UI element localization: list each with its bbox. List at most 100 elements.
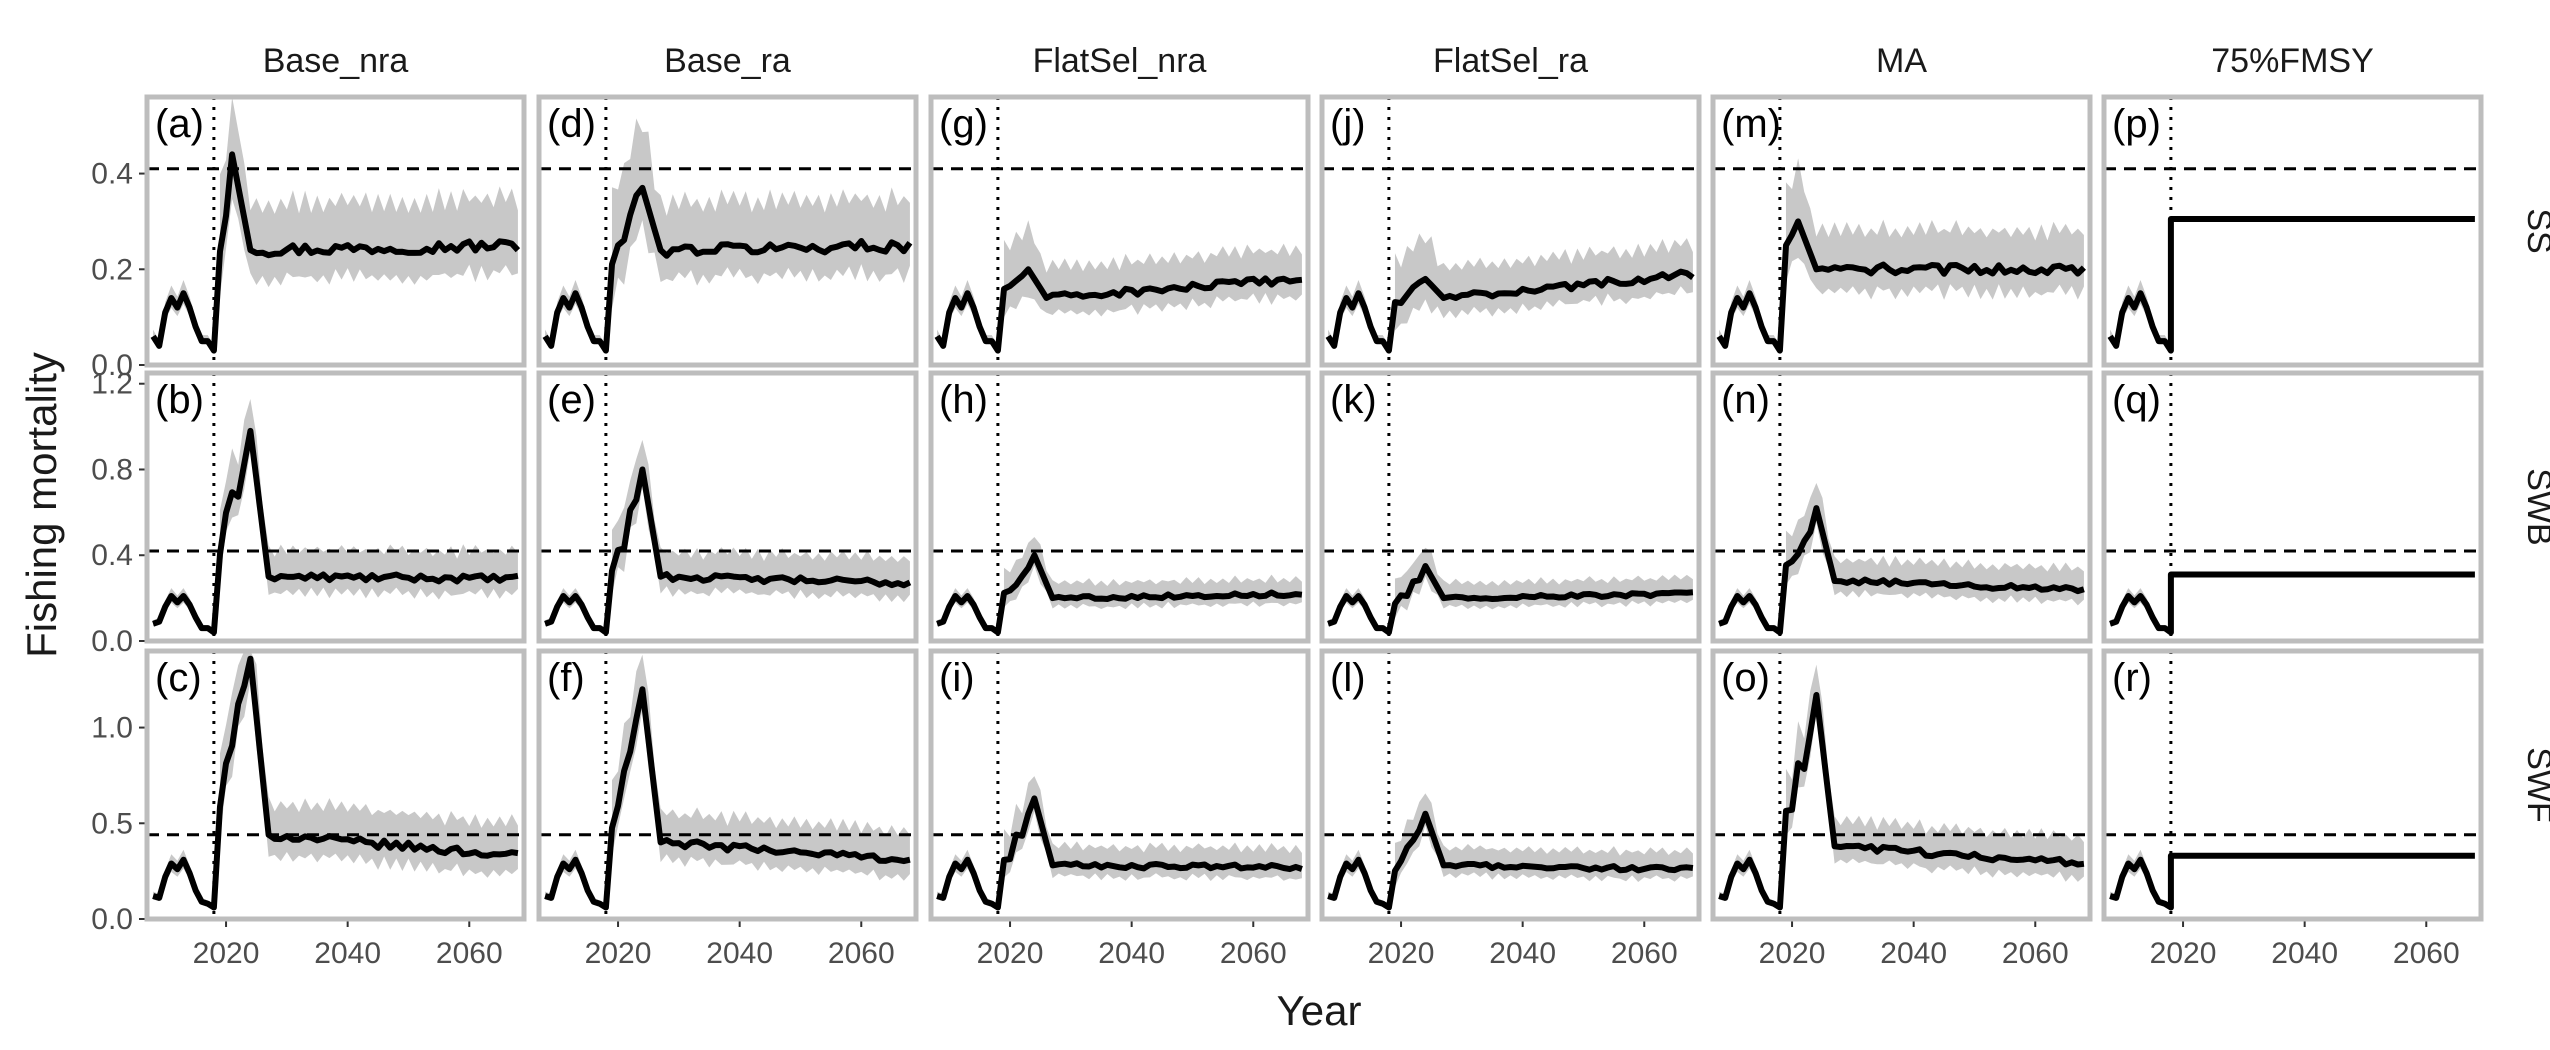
panel-label: (d) [547, 102, 596, 146]
panel: (q) [2101, 370, 2484, 644]
panel-label: (n) [1721, 378, 1770, 422]
y-tick-label: 0.0 [91, 903, 133, 936]
median-line [1327, 810, 1694, 911]
panel-label: (g) [939, 102, 988, 146]
panel-background [931, 97, 1308, 365]
y-axis-title: Fishing mortality [18, 352, 65, 658]
uncertainty-band [611, 118, 910, 309]
panel-label: (k) [1330, 378, 1377, 422]
x-tick-label: 2040 [706, 937, 773, 970]
panel-border [1319, 648, 1702, 922]
panel-border [536, 648, 919, 922]
panel-border [2101, 370, 2484, 644]
y-tick-label: 0.5 [91, 807, 133, 840]
y-tick-label: 0.0 [91, 625, 133, 658]
panel: (j) [1319, 94, 1702, 368]
y-tick-label: 0.4 [91, 158, 133, 191]
x-tick-label: 2020 [193, 937, 260, 970]
y-tick-label: 0.2 [91, 253, 133, 286]
panel-label: (m) [1721, 102, 1781, 146]
x-tick-label: 2020 [977, 937, 1044, 970]
uncertainty-band [219, 651, 518, 878]
panel: (k) [1319, 370, 1702, 644]
panel-border [1319, 370, 1702, 644]
x-tick-label: 2040 [314, 937, 381, 970]
x-tick-label: 2060 [2393, 937, 2460, 970]
median-line [152, 427, 519, 636]
panel: (p) [2101, 94, 2484, 368]
x-tick-label: 2060 [2002, 937, 2069, 970]
y-tick-label: 0.4 [91, 539, 133, 572]
x-axis-title: Year [1277, 987, 1362, 1034]
row-titles: SS SWB SWF [2520, 208, 2550, 822]
panel-label: (q) [2112, 378, 2161, 422]
x-tick-label: 2060 [1220, 937, 1287, 970]
panel: (o) [1710, 648, 2093, 922]
median-line [544, 466, 912, 636]
x-axes: 2020 2040 2060 2020 2040 2060 2020 2040 2060 2020… [193, 919, 2460, 970]
panel: (a) [144, 94, 527, 368]
row-title: SWF [2520, 747, 2550, 823]
x-tick-label: 2040 [2271, 937, 2338, 970]
panel-label: (e) [547, 378, 596, 422]
panel-border [928, 94, 1311, 368]
column-title: MA [1876, 42, 1927, 80]
panel: (d) [536, 94, 919, 368]
panel-background [147, 373, 524, 641]
panel-label: (o) [1721, 656, 1770, 700]
panel-border [1319, 94, 1702, 368]
panel-label: (a) [155, 102, 204, 146]
column-titles: Base_nra Base_ra FlatSel_nra FlatSel_ra MA 75… [263, 42, 2374, 80]
panel-border [2101, 94, 2484, 368]
y-tick-label: 0.0 [91, 349, 133, 382]
x-tick-label: 2040 [1880, 937, 1947, 970]
median-line [934, 266, 1303, 354]
median-line [936, 795, 1303, 911]
x-tick-label: 2040 [1489, 937, 1556, 970]
uncertainty-band [611, 654, 910, 881]
panel-border [1710, 370, 2093, 644]
panel-background [2104, 651, 2481, 919]
uncertainty-band [1394, 233, 1693, 331]
panel-background [147, 651, 524, 919]
column-title: 75%FMSY [2211, 42, 2374, 80]
panel-background [2104, 373, 2481, 641]
row-title: SS [2520, 208, 2550, 253]
row-title: SWB [2520, 468, 2550, 545]
panel: (r) [2101, 648, 2484, 922]
panel: (l) [1319, 648, 1702, 922]
panel-label: (r) [2112, 656, 2152, 700]
panel-label: (p) [2112, 102, 2161, 146]
median-line [152, 655, 519, 911]
x-tick-label: 2020 [2150, 937, 2217, 970]
x-tick-label: 2040 [1098, 937, 1165, 970]
panel: (n) [1710, 370, 2093, 644]
chart-panels: (a) (b) (c) (d) (e) (f) (g) (h) (i) (j) (k) (l) (m) (… [144, 94, 2484, 922]
panel-border [536, 370, 919, 644]
column-title: FlatSel_ra [1433, 42, 1588, 80]
median-line [1327, 563, 1694, 636]
median-line [2109, 571, 2475, 636]
panel-label: (i) [939, 656, 975, 700]
x-tick-label: 2060 [1611, 937, 1678, 970]
x-tick-label: 2020 [585, 937, 652, 970]
x-tick-label: 2060 [828, 937, 895, 970]
column-title: Base_nra [263, 42, 409, 80]
median-line [936, 552, 1303, 636]
panel-label: (b) [155, 378, 204, 422]
panel-border [2101, 648, 2484, 922]
panel-border [928, 370, 1311, 644]
median-line [1718, 692, 2085, 911]
median-line [1716, 218, 2087, 354]
panel-label: (j) [1330, 102, 1366, 146]
panel-border [536, 94, 919, 368]
uncertainty-band [1785, 158, 2084, 300]
panel-background [2104, 97, 2481, 365]
uncertainty-band [1785, 483, 2084, 606]
column-title: Base_ra [664, 42, 791, 80]
panel: (m) [1710, 94, 2093, 368]
panel-border [1710, 648, 2093, 922]
panel-label: (f) [547, 656, 585, 700]
panel: (g) [928, 94, 1311, 368]
y-tick-label: 1.2 [91, 368, 133, 401]
